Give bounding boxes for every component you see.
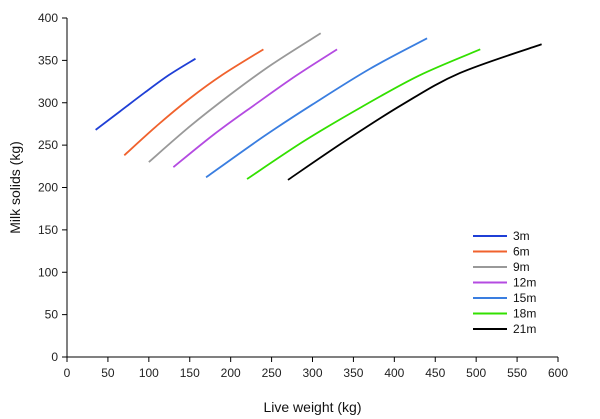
x-tick-label: 600 <box>548 366 568 380</box>
legend-label-12m: 12m <box>513 276 536 290</box>
x-tick-label: 0 <box>64 366 71 380</box>
x-tick-label: 300 <box>302 366 322 380</box>
x-tick-label: 450 <box>425 366 445 380</box>
legend-label-18m: 18m <box>513 307 536 321</box>
legend-label-9m: 9m <box>513 260 530 274</box>
x-tick-label: 400 <box>384 366 404 380</box>
y-tick-label: 350 <box>38 53 58 67</box>
y-tick-label: 200 <box>38 181 58 195</box>
series-line-15m <box>205 37 428 179</box>
y-tick-label: 300 <box>38 96 58 110</box>
y-tick-label: 0 <box>51 350 58 364</box>
legend-label-21m: 21m <box>513 322 536 336</box>
series-line-6m <box>123 48 264 156</box>
y-tick-label: 100 <box>38 265 58 279</box>
legend-label-3m: 3m <box>513 229 530 243</box>
series-line-18m <box>246 48 481 180</box>
axes: 0 50 100 150 200 250 300 350 400 450 500 550 600 0 50 1… <box>38 11 568 380</box>
series-line-12m <box>172 48 338 168</box>
y-tick-label: 400 <box>38 11 58 25</box>
x-tick-label: 100 <box>139 366 159 380</box>
y-tick-label: 150 <box>38 223 58 237</box>
y-tick-label: 250 <box>38 138 58 152</box>
legend-label-6m: 6m <box>513 245 530 259</box>
series-line-21m <box>287 43 542 181</box>
series-layer <box>95 32 542 181</box>
x-axis-title: Live weight (kg) <box>263 399 361 415</box>
x-tick-label: 200 <box>221 366 241 380</box>
x-tick-label: 250 <box>262 366 282 380</box>
y-tick-label: 50 <box>45 308 59 322</box>
x-tick-label: 50 <box>101 366 115 380</box>
x-tick-label: 350 <box>343 366 363 380</box>
x-tick-label: 550 <box>507 366 527 380</box>
legend-label-15m: 15m <box>513 291 536 305</box>
x-tick-label: 150 <box>180 366 200 380</box>
y-axis-title: Milk solids (kg) <box>7 141 23 234</box>
series-line-3m <box>95 57 196 131</box>
x-tick-label: 500 <box>466 366 486 380</box>
series-line-9m <box>148 32 322 163</box>
